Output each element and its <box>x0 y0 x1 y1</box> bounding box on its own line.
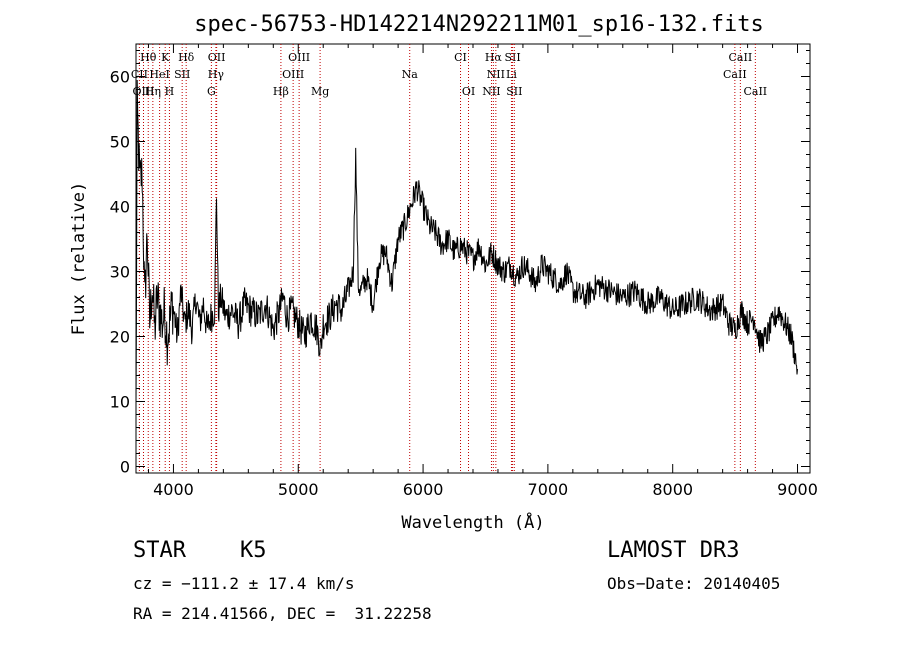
line-label-SII: SII <box>506 85 522 98</box>
line-label-Hα: Hα <box>485 51 503 64</box>
line-label-Mg: Mg <box>311 85 329 98</box>
x-tick-label: 9000 <box>777 480 818 499</box>
spectral-subclass: K5 <box>240 538 267 563</box>
line-label-Hη: Hη <box>145 85 161 98</box>
object-type: STAR <box>133 538 186 563</box>
line-label-HeI: HeI <box>149 68 169 81</box>
line-label-Hγ: Hγ <box>208 68 225 81</box>
coordinates: RA = 214.41566, DEC = 31.22258 <box>133 604 432 623</box>
y-tick-label: 30 <box>110 263 130 282</box>
y-axis-label: Flux (relative) <box>69 182 89 336</box>
spectrum-chart: spec-56753-HD142214N292211M01_sp16-132.f… <box>69 12 818 533</box>
chart-title: spec-56753-HD142214N292211M01_sp16-132.f… <box>194 12 764 37</box>
y-tick-label: 60 <box>110 68 130 87</box>
y-tick-label: 40 <box>110 198 130 217</box>
line-label-Hδ: Hδ <box>178 51 195 64</box>
obs-date: Obs−Date: 20140405 <box>607 574 781 593</box>
line-label-CII: CII <box>131 68 148 81</box>
spectrum-series-spectrum <box>135 79 798 406</box>
y-tick-label: 50 <box>110 133 130 152</box>
x-tick-label: 4000 <box>153 480 194 499</box>
line-label-Hθ: Hθ <box>140 51 157 64</box>
line-label-OIII: OIII <box>132 85 154 98</box>
line-label-OII: OII <box>208 51 226 64</box>
line-label-SII: SII <box>174 68 190 81</box>
line-label-OIII: OIII <box>288 51 310 64</box>
y-tick-label: 0 <box>120 458 130 477</box>
line-label-G: G <box>207 85 216 98</box>
line-label-CI: CI <box>454 51 467 64</box>
x-tick-label: 6000 <box>403 480 444 499</box>
line-label-Li: Li <box>506 68 517 81</box>
line-label-K: K <box>161 51 170 64</box>
line-label-NII: NII <box>482 85 500 98</box>
line-label-Na: Na <box>402 68 419 81</box>
x-axis-label: Wavelength (Å) <box>401 511 544 533</box>
line-label-SII: SII <box>504 51 520 64</box>
redshift-cz: cz = −111.2 ± 17.4 km/s <box>133 574 355 593</box>
line-label-Hβ: Hβ <box>273 85 289 98</box>
x-tick-label: 7000 <box>528 480 569 499</box>
line-label-OI: OI <box>462 85 475 98</box>
y-tick-label: 10 <box>110 393 130 412</box>
line-label-H: H <box>165 85 175 98</box>
x-tick-label: 5000 <box>278 480 319 499</box>
x-tick-label: 8000 <box>652 480 693 499</box>
y-tick-label: 20 <box>110 328 130 347</box>
survey-label: LAMOST DR3 <box>607 538 740 563</box>
line-label-OIII: OIII <box>282 68 304 81</box>
line-label-NII: NII <box>487 68 505 81</box>
line-label-CaII: CaII <box>743 85 767 98</box>
line-label-CaII: CaII <box>723 68 747 81</box>
line-label-CaII: CaII <box>729 51 753 64</box>
